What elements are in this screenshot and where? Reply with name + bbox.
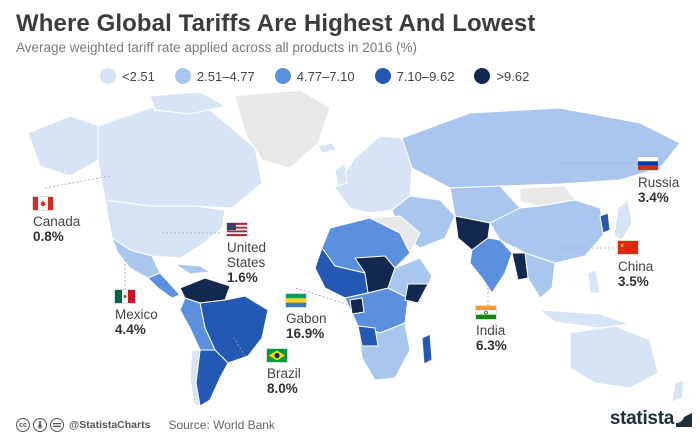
new-zealand-region xyxy=(671,379,685,403)
philippines-region xyxy=(587,269,601,294)
india-region xyxy=(469,237,513,294)
canada-flag-icon xyxy=(33,197,53,210)
china-region xyxy=(489,199,606,264)
statista-logo[interactable]: statista xyxy=(609,408,674,429)
russia-name: Russia xyxy=(638,175,680,190)
gabon-region xyxy=(349,297,365,315)
india-name: India xyxy=(476,323,506,338)
legend-item: 7.10–9.62 xyxy=(374,68,455,84)
india-flag-icon xyxy=(476,306,496,319)
canada-name: Canada xyxy=(33,214,81,229)
arctic-islands-region xyxy=(149,91,227,115)
brazil-name: Brazil xyxy=(267,366,301,381)
libya-egypt-region xyxy=(368,215,421,255)
russia-flag-icon xyxy=(638,157,658,170)
brazil-value: 8.0% xyxy=(267,381,298,396)
mexico-flag-icon xyxy=(115,290,135,303)
uk-region xyxy=(334,162,348,187)
europe-region xyxy=(334,135,413,214)
central-america-region xyxy=(147,272,181,299)
mexico-name: Mexico xyxy=(115,307,158,322)
canada-callout: Canada 0.8% xyxy=(33,214,80,244)
iceland-region xyxy=(317,142,337,154)
brazil-flag-icon xyxy=(267,349,287,362)
gabon-callout: Gabon 16.9% xyxy=(286,311,327,341)
horn-of-africa-region xyxy=(404,283,429,304)
chile-region xyxy=(189,349,201,407)
legend-swatch xyxy=(374,68,391,84)
russia-callout: Russia 3.4% xyxy=(638,175,679,205)
myanmar-region xyxy=(511,252,529,281)
legend: <2.51 2.51–4.77 4.77–7.10 7.10–9.62 >9.6… xyxy=(100,68,549,84)
brazil-leader xyxy=(233,337,246,357)
legend-item: 4.77–7.10 xyxy=(274,68,355,84)
legend-swatch xyxy=(174,68,191,84)
footer-handle: @StatistaCharts xyxy=(69,419,151,431)
canada-leader xyxy=(44,175,111,189)
chart-subtitle: Average weighted tariff rate applied acr… xyxy=(16,40,417,55)
legend-item: >9.62 xyxy=(474,68,529,84)
korea-region xyxy=(599,212,611,234)
legend-label: <2.51 xyxy=(122,68,155,84)
statista-logo-mark-icon xyxy=(676,413,692,427)
india-callout: India 6.3% xyxy=(476,323,507,353)
mexico-callout: Mexico 4.4% xyxy=(115,307,158,337)
legend-item: <2.51 xyxy=(100,68,155,84)
indonesia-region xyxy=(538,309,631,329)
india-value: 6.3% xyxy=(476,338,507,353)
gabon-name: Gabon xyxy=(286,311,327,326)
legend-label: >9.62 xyxy=(496,68,530,84)
nd-icon xyxy=(50,418,64,432)
chart-title: Where Global Tariffs Are Highest And Low… xyxy=(16,10,536,37)
russia-value: 3.4% xyxy=(638,190,669,205)
usa-name-line2: States xyxy=(227,255,266,270)
madagascar-region xyxy=(421,333,433,365)
gabon-flag-icon xyxy=(286,294,306,307)
canada-region xyxy=(97,107,263,209)
usa-value: 1.6% xyxy=(227,270,258,285)
legend-swatch xyxy=(474,68,491,84)
legend-label: 2.51–4.77 xyxy=(196,68,255,84)
japan-region xyxy=(613,199,633,241)
caribbean-region xyxy=(173,263,212,275)
canada-value: 0.8% xyxy=(33,229,64,244)
legend-label: 4.77–7.10 xyxy=(296,68,355,84)
footer-source: Source: World Bank xyxy=(168,418,275,432)
mexico-value: 4.4% xyxy=(115,322,146,337)
brazil-callout: Brazil 8.0% xyxy=(267,366,301,396)
legend-swatch xyxy=(100,68,116,84)
world-map xyxy=(27,89,685,407)
legend-swatch xyxy=(274,68,291,84)
australia-region xyxy=(569,325,659,389)
china-callout: China 3.5% xyxy=(618,259,653,289)
southern-cone-region xyxy=(195,349,229,407)
gabon-leader xyxy=(295,287,353,307)
china-flag-icon xyxy=(618,241,638,254)
russia-region xyxy=(401,107,681,189)
china-value: 3.5% xyxy=(618,274,649,289)
greenland-region xyxy=(234,89,331,169)
legend-label: 7.10–9.62 xyxy=(396,68,455,84)
usa-callout: United States 1.6% xyxy=(227,240,266,285)
footer: cc @StatistaCharts Source: World Bank xyxy=(16,418,275,432)
china-name: China xyxy=(618,259,654,274)
legend-item: 2.51–4.77 xyxy=(174,68,255,84)
gabon-value: 16.9% xyxy=(286,326,325,341)
usa-name-line1: United xyxy=(227,240,267,255)
alaska-region xyxy=(27,115,101,177)
usa-flag-icon xyxy=(227,223,247,236)
by-icon xyxy=(33,418,47,432)
angola-region xyxy=(357,325,379,347)
cc-icon: cc xyxy=(16,418,30,432)
